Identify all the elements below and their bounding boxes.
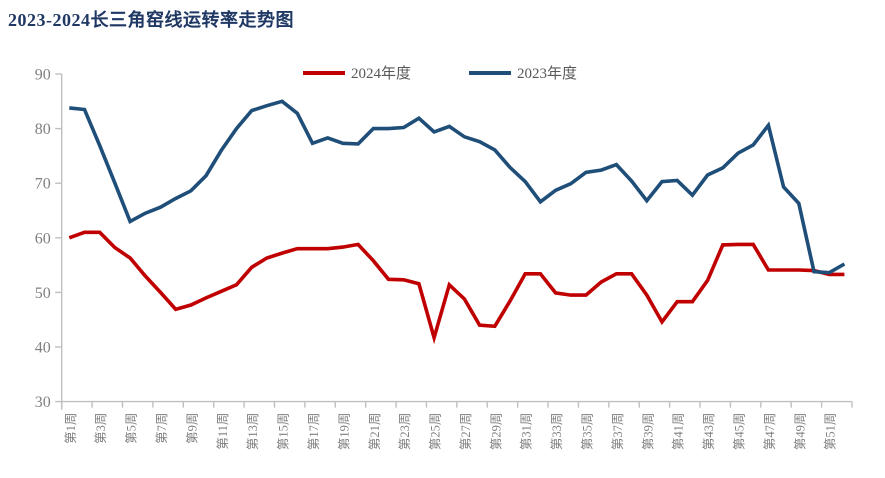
y-axis-label: 60 bbox=[35, 230, 51, 247]
series-line-2024年度 bbox=[68, 230, 845, 345]
legend-label: 2024年度 bbox=[351, 66, 412, 82]
legend-label: 2023年度 bbox=[517, 66, 578, 82]
x-axis-label: 第19周 bbox=[337, 413, 351, 451]
y-axis-label: 80 bbox=[35, 121, 51, 138]
legend-line-swatch-2024 bbox=[303, 70, 345, 75]
x-axis-label: 第49周 bbox=[793, 413, 807, 451]
x-axis-label: 第9周 bbox=[185, 413, 199, 444]
x-axis-label: 第7周 bbox=[155, 413, 169, 444]
y-axis-label: 70 bbox=[35, 176, 51, 193]
legend: 2024年度 2023年度 bbox=[303, 62, 577, 83]
series-line-2023年度 bbox=[69, 99, 846, 275]
x-axis-label: 第37周 bbox=[611, 413, 625, 451]
y-axis-label: 30 bbox=[35, 394, 51, 411]
x-axis-label: 第27周 bbox=[459, 413, 473, 451]
x-axis-label: 第39周 bbox=[641, 413, 655, 451]
y-axis-label: 90 bbox=[35, 67, 51, 84]
y-axis-label: 40 bbox=[35, 340, 51, 357]
x-axis-label: 第3周 bbox=[94, 413, 108, 444]
legend-entry-2023: 2023年度 bbox=[469, 62, 577, 83]
x-axis-label: 第13周 bbox=[246, 413, 260, 451]
legend-line-swatch-2023 bbox=[469, 70, 512, 75]
legend-entry-2024: 2024年度 bbox=[303, 62, 411, 83]
x-axis-label: 第11周 bbox=[216, 413, 230, 450]
x-axis-label: 第31周 bbox=[520, 413, 534, 451]
x-axis-label: 第45周 bbox=[733, 413, 747, 451]
x-axis-label: 第23周 bbox=[398, 413, 412, 451]
y-axis-label: 50 bbox=[35, 285, 51, 302]
x-axis-label: 第29周 bbox=[489, 413, 503, 451]
x-axis-label: 第25周 bbox=[429, 413, 443, 451]
x-axis-label: 第1周 bbox=[64, 413, 78, 444]
x-axis-label: 第33周 bbox=[550, 413, 564, 451]
x-axis-label: 第43周 bbox=[702, 413, 716, 451]
x-axis-label: 第21周 bbox=[368, 413, 382, 451]
x-axis-label: 第47周 bbox=[763, 413, 777, 451]
x-axis-label: 第41周 bbox=[672, 413, 686, 451]
x-axis-label: 第15周 bbox=[277, 413, 291, 451]
x-axis-label: 第35周 bbox=[581, 413, 595, 451]
x-axis-label: 第17周 bbox=[307, 413, 321, 451]
x-axis-label: 第5周 bbox=[125, 413, 139, 444]
chart-title: 2023-2024长三角窑线运转率走势图 bbox=[8, 10, 294, 30]
x-axis-label: 第51周 bbox=[824, 413, 838, 451]
